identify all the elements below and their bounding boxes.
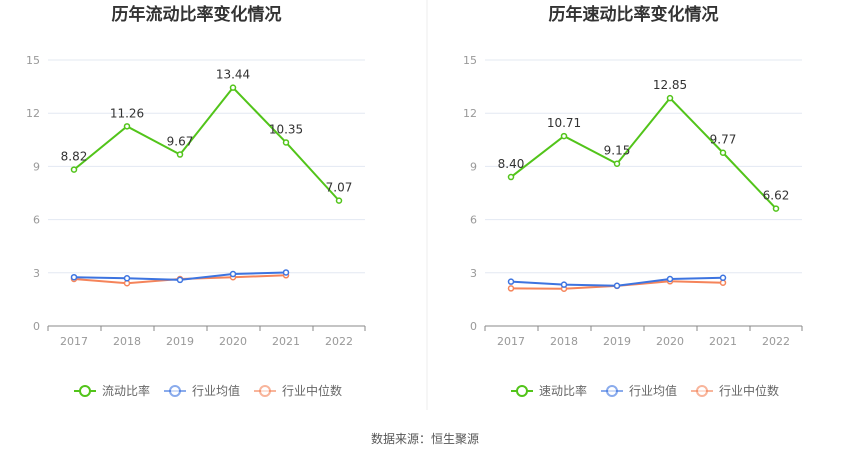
data-label: 6.62 <box>763 189 790 203</box>
data-point <box>229 84 237 91</box>
data-point <box>613 282 621 289</box>
data-point <box>560 281 568 288</box>
series-line-0 <box>73 86 340 202</box>
data-point <box>507 285 515 292</box>
data-label: 7.07 <box>326 181 353 195</box>
chart-0: 历年流动比率变化情况 0 3 6 9 12 15 2017 2018 2019 2020 2021 20… <box>26 4 366 398</box>
data-point <box>719 149 727 156</box>
data-label: 12.85 <box>653 78 687 92</box>
data-label: 10.35 <box>269 122 303 136</box>
legend-label: 行业中位数 <box>282 383 342 398</box>
data-point <box>772 205 780 212</box>
y-tick-label: 3 <box>470 267 477 280</box>
data-point <box>666 275 674 283</box>
data-point <box>507 278 515 285</box>
legend-item-1[interactable]: 行业均值 <box>164 383 240 398</box>
chart-title: 历年流动比率变化情况 <box>112 4 282 25</box>
data-point <box>560 132 568 140</box>
x-tick-label: 2019 <box>166 335 194 348</box>
x-tick-label: 2022 <box>325 335 353 348</box>
footer-source: 数据来源：恒生聚源 <box>371 431 479 446</box>
legend-label: 行业中位数 <box>719 383 779 398</box>
data-label: 10.71 <box>547 116 581 130</box>
data-label: 11.26 <box>110 106 144 120</box>
legend-item-2[interactable]: 行业中位数 <box>254 383 342 398</box>
legend-label: 流动比率 <box>102 383 150 398</box>
data-point <box>613 160 621 167</box>
x-tick-label: 2017 <box>60 335 88 348</box>
x-tick-label: 2021 <box>709 335 737 348</box>
legend-item-0[interactable]: 速动比率 <box>511 383 587 398</box>
data-point <box>335 197 343 204</box>
legend-item-1[interactable]: 行业均值 <box>601 383 677 398</box>
x-tick-label: 2020 <box>219 335 247 348</box>
data-point <box>70 166 78 173</box>
data-point <box>123 123 131 130</box>
legend-marker-icon <box>696 385 708 397</box>
legend-label: 速动比率 <box>539 383 587 398</box>
x-tick-label: 2019 <box>603 335 631 348</box>
y-tick-label: 15 <box>463 54 477 67</box>
data-point <box>282 269 290 276</box>
data-point <box>70 273 78 281</box>
x-tick-label: 2018 <box>113 335 141 348</box>
y-tick-label: 9 <box>33 160 40 173</box>
y-tick-label: 15 <box>26 54 40 67</box>
data-point <box>176 151 184 158</box>
x-tick-label: 2018 <box>550 335 578 348</box>
data-label: 8.82 <box>61 150 88 164</box>
legend-marker-icon <box>79 385 91 397</box>
legend-marker-icon <box>606 385 618 397</box>
data-point <box>507 173 515 181</box>
legend-marker-icon <box>169 385 181 397</box>
data-point <box>176 276 184 284</box>
data-label: 9.77 <box>710 133 737 147</box>
legend-item-2[interactable]: 行业中位数 <box>691 383 779 398</box>
data-label: 9.15 <box>604 144 631 158</box>
data-point <box>123 275 131 282</box>
x-tick-label: 2021 <box>272 335 300 348</box>
series-line-0 <box>510 96 777 210</box>
legend-item-0[interactable]: 流动比率 <box>74 383 150 398</box>
data-label: 9.67 <box>167 135 194 149</box>
y-tick-label: 12 <box>463 107 477 120</box>
data-label: 13.44 <box>216 68 250 82</box>
data-label: 8.40 <box>498 157 525 171</box>
legend-label: 行业均值 <box>629 383 677 398</box>
x-tick-label: 2017 <box>497 335 525 348</box>
y-tick-label: 0 <box>33 320 40 333</box>
data-point <box>282 139 290 146</box>
data-point <box>666 94 674 102</box>
y-tick-label: 9 <box>470 160 477 173</box>
data-point <box>719 274 727 282</box>
legend-marker-icon <box>516 385 528 397</box>
chart-title: 历年速动比率变化情况 <box>549 4 719 25</box>
chart-1: 历年速动比率变化情况 0 3 6 9 12 15 2017 2018 2019 2020 2021 20… <box>463 4 803 398</box>
y-tick-label: 0 <box>470 320 477 333</box>
y-tick-label: 3 <box>33 267 40 280</box>
y-tick-label: 6 <box>470 214 477 227</box>
x-tick-label: 2022 <box>762 335 790 348</box>
legend-label: 行业均值 <box>192 383 240 398</box>
y-tick-label: 12 <box>26 107 40 120</box>
x-tick-label: 2020 <box>656 335 684 348</box>
legend-marker-icon <box>259 385 271 397</box>
data-point <box>229 270 237 278</box>
y-tick-label: 6 <box>33 214 40 227</box>
